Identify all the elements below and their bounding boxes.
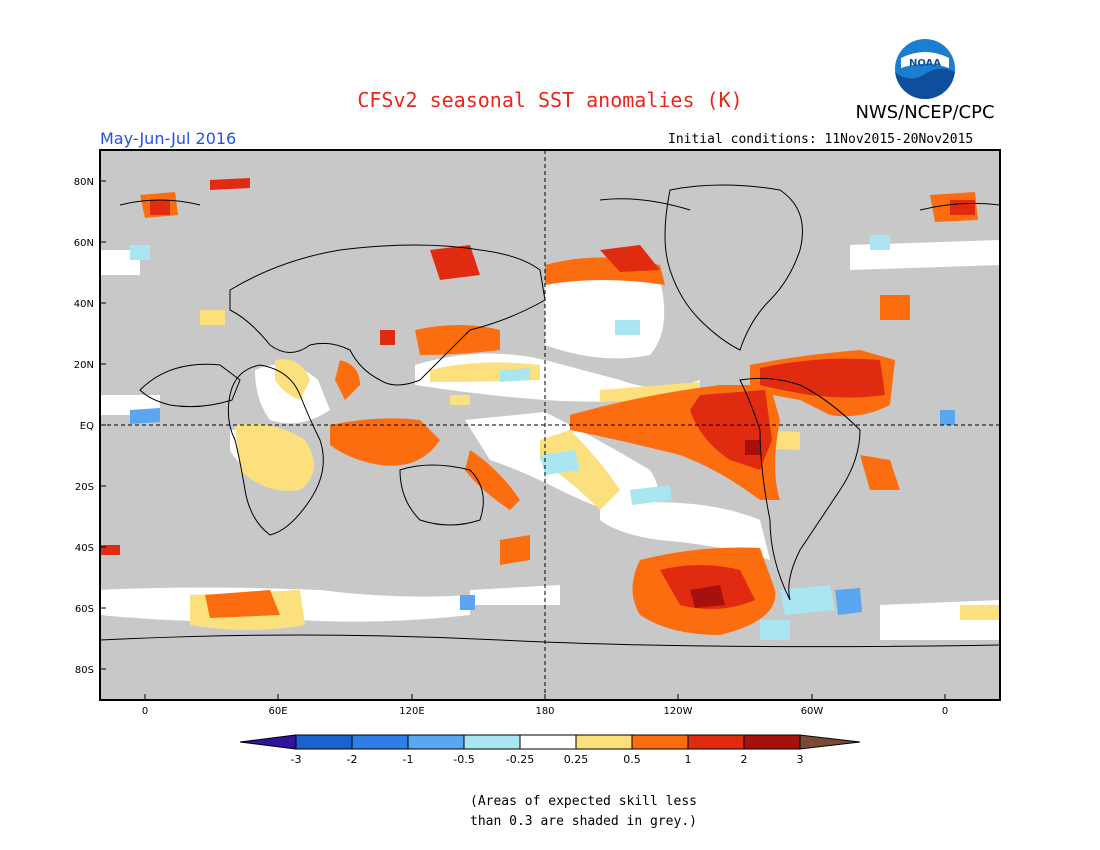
- colorbar: -3 -2 -1 -0.5 -0.25 0.25 0.5 1 2 3: [239, 734, 861, 766]
- colorbar-label: 2: [741, 753, 748, 766]
- longitude-axis: 0 60E 120E 180 120W 60W 0: [142, 694, 948, 717]
- colorbar-segment: [295, 734, 353, 750]
- season-label: May-Jun-Jul 2016: [100, 129, 237, 148]
- colorbar-segment: [519, 734, 577, 750]
- lat-tick-label: 80N: [74, 177, 94, 188]
- weak-cool-areas: [130, 235, 890, 640]
- colorbar-segment: [743, 734, 801, 750]
- coastlines: [100, 184, 1000, 648]
- colorbar-segment: [687, 734, 745, 750]
- lat-tick-label: 40N: [74, 299, 94, 310]
- initial-conditions-label: Initial conditions: 11Nov2015-20Nov2015: [668, 132, 974, 147]
- lat-tick-label: EQ: [80, 421, 94, 432]
- organization-label: NWS/NCEP/CPC: [855, 102, 995, 123]
- lon-tick-label: 0: [142, 706, 148, 717]
- page-title: CFSv2 seasonal SST anomalies (K): [357, 88, 743, 112]
- colorbar-high-arrow: [799, 734, 861, 750]
- colorbar-low-arrow: [239, 734, 297, 750]
- skill-note-line-2: than 0.3 are shaded in grey.): [470, 814, 697, 829]
- colorbar-label: -3: [291, 753, 302, 766]
- lat-tick-label: 80S: [75, 665, 94, 676]
- colorbar-label: -1: [403, 753, 414, 766]
- colorbar-segment: [351, 734, 409, 750]
- colorbar-segment: [575, 734, 633, 750]
- very-strong-warm-areas: [690, 440, 760, 608]
- noaa-logo: NOAA: [894, 38, 956, 104]
- colorbar-segment: [407, 734, 465, 750]
- latitude-axis: 80N 60N 40N 20N EQ 20S 40S 60S 80S: [74, 177, 106, 676]
- colorbar-label: 3: [797, 753, 804, 766]
- colorbar-label: 0.25: [564, 753, 589, 766]
- colorbar-label: 0.5: [623, 753, 641, 766]
- lon-tick-label: 120W: [664, 706, 693, 717]
- lon-tick-label: 120E: [399, 706, 424, 717]
- cool-areas: [130, 408, 955, 615]
- colorbar-label: -0.25: [506, 753, 534, 766]
- lat-tick-label: 20N: [74, 360, 94, 371]
- lon-tick-label: 60E: [268, 706, 287, 717]
- lon-tick-label: 180: [535, 706, 554, 717]
- colorbar-label: -0.5: [453, 753, 474, 766]
- lat-tick-label: 20S: [75, 482, 94, 493]
- colorbar-segment: [631, 734, 689, 750]
- map-field: [100, 150, 1000, 700]
- colorbar-label: 1: [685, 753, 692, 766]
- lon-tick-label: 60W: [801, 706, 824, 717]
- skill-note-line-1: (Areas of expected skill less: [470, 794, 697, 809]
- lat-tick-label: 60N: [74, 238, 94, 249]
- colorbar-segment: [463, 734, 521, 750]
- lon-tick-label: 0: [942, 706, 948, 717]
- logo-text: NOAA: [909, 58, 941, 69]
- lat-tick-label: 60S: [75, 604, 94, 615]
- colorbar-label: -2: [347, 753, 358, 766]
- lat-tick-label: 40S: [75, 543, 94, 554]
- skill-note: (Areas of expected skill less than 0.3 a…: [470, 792, 730, 832]
